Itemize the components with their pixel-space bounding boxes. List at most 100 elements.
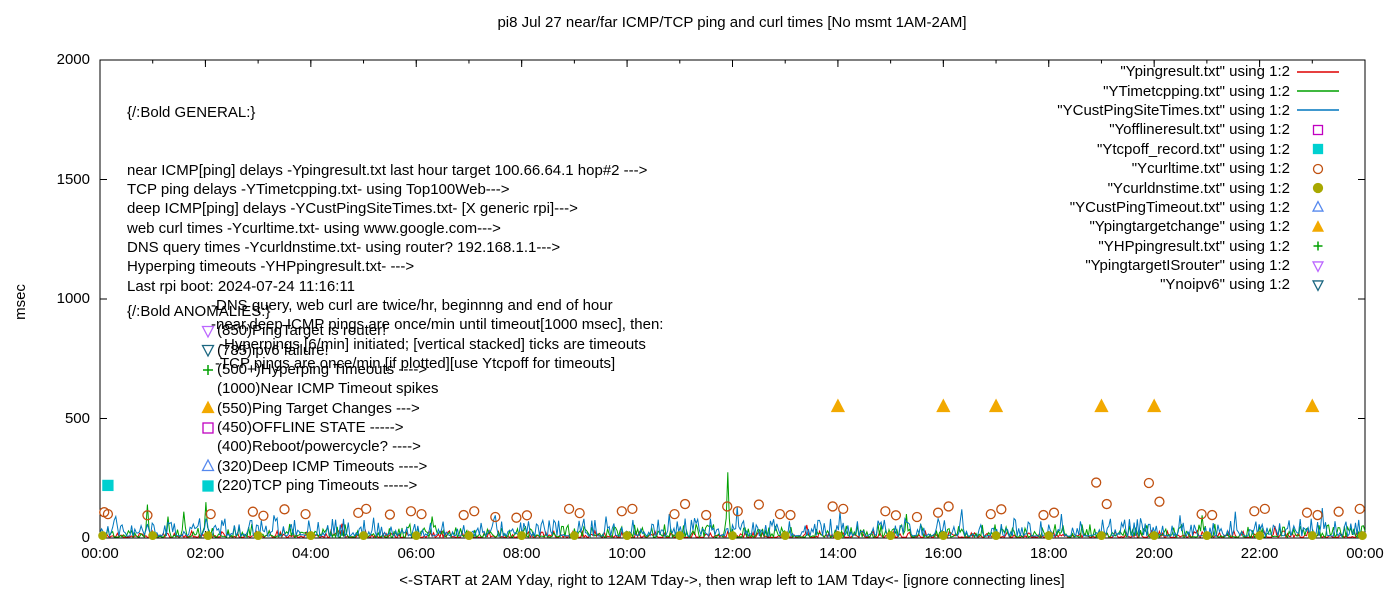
general-note-line: Last rpi boot: 2024-07-24 11:16:11 xyxy=(127,277,355,295)
legend-label: "Ycurltime.txt" using 1:2 xyxy=(1131,160,1290,178)
x-axis-label: <-START at 2AM Yday, right to 12AM Tday-… xyxy=(399,572,1065,589)
general-note-line: Hyperping timeouts -YHPpingresult.txt- -… xyxy=(127,258,415,276)
anomaly-text: (1000)Near ICMP Timeout spikes xyxy=(217,380,439,398)
x-tick-label: 12:00 xyxy=(713,545,752,562)
anomaly-text: (400)Reboot/powercycle? ----> xyxy=(217,438,421,456)
legend-label: "YCustPingTimeout.txt" using 1:2 xyxy=(1069,198,1290,216)
legend-label: "YTimetcpping.txt" using 1:2 xyxy=(1103,82,1290,100)
y-tick-label: 2000 xyxy=(56,51,90,68)
anomaly-marker-square-icon xyxy=(202,480,214,492)
legend-item: "YCustPingSiteTimes.txt" using 1:2 xyxy=(1057,101,1342,120)
x-tick-label: 08:00 xyxy=(502,545,541,562)
anomaly-text: (220)TCP ping Timeouts -----> xyxy=(217,477,418,495)
anomaly-marker-triangle-down-icon xyxy=(201,345,215,358)
legend-item: "Ynoipv6" using 1:2 xyxy=(1057,275,1342,294)
legend-marker-triangle-up-icon xyxy=(1311,200,1325,213)
legend-label: "YHPpingresult.txt" using 1:2 xyxy=(1098,237,1290,255)
anomalies-notes-block: {/:Bold ANOMALIES:} (850)PingTarget is r… xyxy=(127,302,438,495)
legend-label: "Ypingtargetchange" using 1:2 xyxy=(1089,218,1290,236)
general-note-line: deep ICMP[ping] delays -YCustPingSiteTim… xyxy=(127,200,578,218)
anomaly-item: (450)OFFLINE STATE -----> xyxy=(127,418,438,437)
anomaly-marker-triangle-down-icon xyxy=(201,325,215,339)
anomaly-marker-triangle-up-icon xyxy=(201,400,215,414)
legend-marker-square-icon xyxy=(1312,144,1324,155)
legend-marker-circle-icon xyxy=(1312,182,1324,194)
anomaly-text: (785)ipv6 failure! xyxy=(217,341,329,359)
general-header: {/:Bold GENERAL:} xyxy=(127,103,256,121)
legend-label: "Yofflineresult.txt" using 1:2 xyxy=(1109,121,1290,139)
legend-marker-line-icon xyxy=(1297,109,1339,112)
anomaly-text: (550)Ping Target Changes ---> xyxy=(217,399,420,417)
general-note-line: -near,deep ICMP pings are once/min until… xyxy=(211,316,664,334)
general-note-line: web curl times -Ycurltime.txt- using www… xyxy=(127,219,501,237)
x-tick-label: 20:00 xyxy=(1135,545,1173,562)
anomaly-text: (320)Deep ICMP Timeouts ----> xyxy=(217,457,428,475)
legend-item: "Ycurldnstime.txt" using 1:2 xyxy=(1057,178,1342,197)
legend-label: "YCustPingSiteTimes.txt" using 1:2 xyxy=(1057,101,1290,119)
anomalies-header: {/:Bold ANOMALIES:} xyxy=(127,303,271,320)
legend-label: "YpingtargetISrouter" using 1:2 xyxy=(1085,257,1290,275)
legend-label: "Ytcpoff_record.txt" using 1:2 xyxy=(1097,140,1290,158)
legend-label: "Ypingresult.txt" using 1:2 xyxy=(1120,63,1290,81)
anomaly-item: (850)PingTarget is router! xyxy=(127,321,438,340)
legend-item: "YpingtargetISrouter" using 1:2 xyxy=(1057,256,1342,275)
legend-item: "YHPpingresult.txt" using 1:2 xyxy=(1057,237,1342,256)
legend-item: "Yofflineresult.txt" using 1:2 xyxy=(1057,120,1342,139)
x-tick-label: 18:00 xyxy=(1029,545,1068,562)
y-tick-label: 0 xyxy=(81,529,90,546)
legend-marker-triangle-up-icon xyxy=(1311,220,1325,232)
anomaly-item: (400)Reboot/powercycle? ----> xyxy=(127,437,438,456)
anomaly-item: (500+)Hyperping Timeouts ----> xyxy=(127,360,438,379)
general-note-line: TCP ping delays -YTimetcpping.txt- using… xyxy=(127,181,510,199)
general-note-line: near ICMP[ping] delays -Ypingresult.txt … xyxy=(127,161,648,179)
general-note-line: -TCP pings are once/min [if plotted][use… xyxy=(215,355,616,373)
general-note-line: DNS query times -Ycurldnstime.txt- using… xyxy=(127,239,561,257)
legend-label: "Ycurldnstime.txt" using 1:2 xyxy=(1107,179,1290,197)
anomaly-item: (550)Ping Target Changes ---> xyxy=(127,399,438,418)
anomaly-text: (850)PingTarget is router! xyxy=(217,322,387,340)
x-tick-label: 00:00 xyxy=(1346,545,1384,562)
x-tick-label: 06:00 xyxy=(397,545,436,562)
anomaly-text: (500+)Hyperping Timeouts ----> xyxy=(217,361,428,379)
x-tick-label: 22:00 xyxy=(1240,545,1279,562)
legend: "Ypingresult.txt" using 1:2 "YTimetcpping… xyxy=(1057,62,1342,295)
anomaly-item: (220)TCP ping Timeouts -----> xyxy=(127,476,438,495)
anomaly-marker-triangle-up-icon xyxy=(201,459,215,472)
anomaly-text: (450)OFFLINE STATE -----> xyxy=(217,419,404,437)
general-notes-block: {/:Bold GENERAL:} near ICMP[ping] delays… xyxy=(127,64,663,374)
legend-item: "Ytcpoff_record.txt" using 1:2 xyxy=(1057,140,1342,159)
legend-marker-triangle-down-icon xyxy=(1311,280,1325,292)
legend-marker-plus-icon xyxy=(1313,241,1323,251)
legend-item: "Ypingtargetchange" using 1:2 xyxy=(1057,217,1342,236)
general-note-line: -DNS query, web curl are twice/hr, begin… xyxy=(211,297,613,315)
anomaly-item: (320)Deep ICMP Timeouts ----> xyxy=(127,457,438,476)
anomaly-item: (785)ipv6 failure! xyxy=(127,341,438,360)
legend-marker-line-icon xyxy=(1297,70,1339,73)
y-tick-label: 500 xyxy=(64,409,90,427)
legend-marker-circle-icon xyxy=(1312,163,1324,174)
x-tick-label: 00:00 xyxy=(81,545,119,562)
x-tick-label: 10:00 xyxy=(608,545,646,562)
legend-item: "YCustPingTimeout.txt" using 1:2 xyxy=(1057,198,1342,217)
y-tick-label: 1000 xyxy=(56,290,90,307)
anomaly-marker-spacer xyxy=(199,439,217,455)
x-tick-label: 02:00 xyxy=(186,545,225,562)
chart-title: pi8 Jul 27 near/far ICMP/TCP ping and cu… xyxy=(497,14,967,31)
legend-item: "Ypingresult.txt" using 1:2 xyxy=(1057,62,1342,81)
general-note-line: -Hyperpings [6/min] initiated; [vertical… xyxy=(219,335,646,353)
y-tick-label: 1500 xyxy=(56,170,90,188)
legend-marker-square-icon xyxy=(1312,124,1324,136)
anomaly-marker-plus-icon xyxy=(203,364,213,375)
x-tick-label: 14:00 xyxy=(819,545,857,562)
legend-item: "YTimetcpping.txt" using 1:2 xyxy=(1057,81,1342,100)
legend-item: "Ycurltime.txt" using 1:2 xyxy=(1057,159,1342,178)
x-tick-label: 04:00 xyxy=(292,545,330,562)
legend-label: "Ynoipv6" using 1:2 xyxy=(1160,276,1290,294)
anomaly-marker-square-icon xyxy=(202,422,214,434)
anomaly-item: (1000)Near ICMP Timeout spikes xyxy=(127,379,438,398)
anomaly-marker-spacer xyxy=(199,381,217,397)
legend-marker-triangle-down-icon xyxy=(1311,260,1325,273)
